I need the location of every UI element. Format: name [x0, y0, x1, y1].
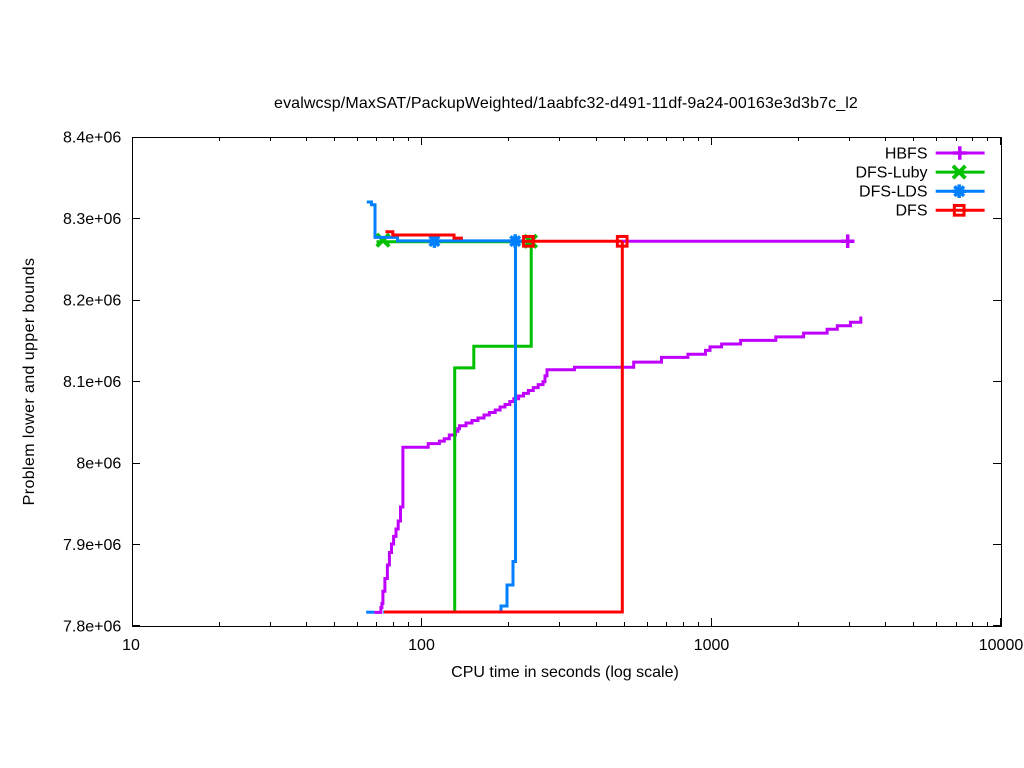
svg-text:1000: 1000 [694, 637, 730, 654]
svg-text:8.3e+06: 8.3e+06 [63, 211, 121, 228]
svg-text:100: 100 [408, 637, 435, 654]
svg-text:DFS-LDS: DFS-LDS [859, 184, 927, 201]
svg-text:10: 10 [122, 637, 140, 654]
svg-text:8.4e+06: 8.4e+06 [63, 130, 121, 147]
svg-text:7.8e+06: 7.8e+06 [63, 619, 121, 636]
svg-text:8e+06: 8e+06 [76, 456, 121, 473]
svg-text:DFS-Luby: DFS-Luby [855, 165, 927, 182]
svg-text:7.9e+06: 7.9e+06 [63, 537, 121, 554]
svg-text:CPU time in seconds (log scale: CPU time in seconds (log scale) [451, 664, 679, 681]
svg-text:DFS: DFS [896, 203, 928, 220]
svg-text:Problem lower and upper bounds: Problem lower and upper bounds [21, 258, 38, 506]
svg-text:10000: 10000 [979, 637, 1024, 654]
svg-text:8.2e+06: 8.2e+06 [63, 293, 121, 310]
svg-text:evalwcsp/MaxSAT/PackupWeighted: evalwcsp/MaxSAT/PackupWeighted/1aabfc32-… [274, 95, 858, 112]
svg-text:HBFS: HBFS [885, 146, 928, 163]
svg-text:8.1e+06: 8.1e+06 [63, 374, 121, 391]
